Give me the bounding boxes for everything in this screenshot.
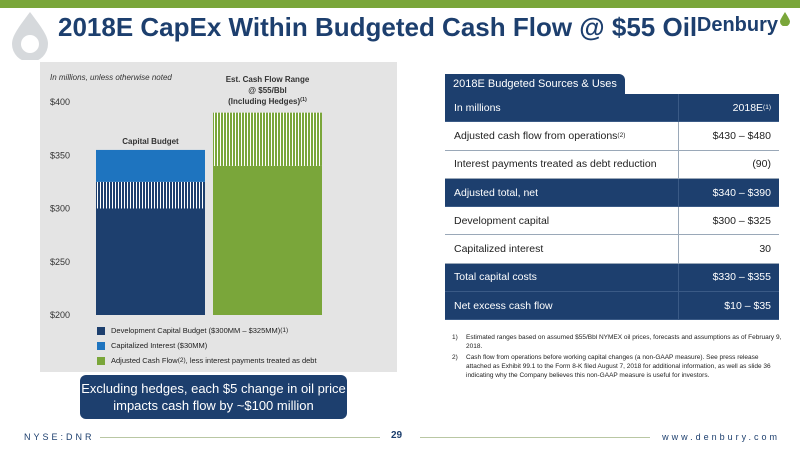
bar-label-cash-flow-range: Est. Cash Flow Range [226,75,310,84]
table-title-tab: 2018E Budgeted Sources & Uses [445,74,625,94]
legend-label: Development Capital Budget ($300MM – $32… [111,326,281,335]
bar-label-capital-budget: Capital Budget [122,137,179,146]
table-cell-label: Development capital [445,207,679,235]
legend-footnote-ref: (1) [280,327,289,334]
footnote-text: Estimated ranges based on assumed $55/Bb… [466,334,782,350]
row-value-text: $430 – $480 [712,129,771,142]
row-value-text: $10 – $35 [724,299,771,312]
legend-label: Capitalized Interest ($30MM) [111,341,208,350]
brand-logo-text: Denbury [696,14,778,36]
footnotes: 1) Estimated ranges based on assumed $55/… [452,333,782,382]
footnote-item: 2) Cash flow from operations before worki… [452,353,782,380]
capex-vs-cashflow-chart: $400 $350 $300 $250 $200 Capital Budget Est. … [50,75,322,320]
table-row: Net excess cash flow $10 – $35 [445,292,779,321]
legend-swatch-adj-cash-flow [97,356,105,365]
row-value-text: $300 – $325 [712,214,771,227]
website-footer: www.denbury.com [662,432,780,442]
y-tick-label: $300 [50,204,70,214]
table-cell-label: Adjusted cash flow from operations (2) [445,122,679,150]
row-value-text: $330 – $355 [712,271,771,284]
row-label-text: In millions [454,101,501,114]
bar-label-cash-flow-range: @ $55/Bbl [248,86,286,95]
table-row: Adjusted total, net $340 – $390 [445,178,779,208]
callout-line: impacts cash flow by ~$100 million [113,398,314,413]
table-cell-value: (90) [679,151,779,178]
row-label-text: Interest payments treated as debt reduct… [454,158,657,171]
table-cell-value: $340 – $390 [679,179,779,206]
table-cell-value: $330 – $355 [679,264,779,291]
legend-item-dev-capital: Development Capital Budget ($300MM – $32… [97,324,317,337]
row-value-text: 30 [759,243,771,256]
ticker-footer: NYSE:DNR [24,432,95,442]
y-tick-label: $250 [50,257,70,267]
bar-segment-dev_capital [96,181,205,209]
hedge-sensitivity-callout: Excluding hedges, each $5 change in oil … [80,375,347,419]
top-accent-bar [0,0,800,8]
page-number: 29 [391,430,403,441]
table-row: Development capital $300 – $325 [445,207,779,236]
bar-segment-cap_interest [96,149,205,182]
table-row: Capitalized interest 30 [445,235,779,264]
footnote-ref: (1) [763,104,771,112]
table-cell-label: Interest payments treated as debt reduct… [445,150,679,178]
legend-swatch-dev-capital [97,326,105,335]
bar-segment-adj_cash_flow [213,112,322,166]
legend-item-adj-cash-flow: Adjusted Cash Flow (2), less interest pay… [97,354,317,367]
legend-swatch-cap-interest [97,341,105,350]
sources-uses-table: In millions 2018E (1) Adjusted cash flow fr… [445,94,779,321]
table-cell-value: $300 – $325 [679,207,779,234]
callout-line: Excluding hedges, each $5 change in oil … [81,381,346,396]
footer-divider [420,437,650,438]
footnote-item: 1) Estimated ranges based on assumed $55/… [452,333,782,351]
y-tick-label: $350 [50,150,70,160]
bar-label-cash-flow-range: (Including Hedges)(1) [228,97,307,106]
brand-drop-icon [780,12,790,26]
legend-footnote-ref: (2) [177,357,186,364]
table-cell-value: 30 [679,235,779,262]
y-tick-label: $200 [50,310,70,320]
table-cell-label: In millions [445,94,679,122]
bar-label-footnote-ref: (1) [300,97,307,103]
footer-divider [100,437,380,438]
chart-unit-note: In millions, unless otherwise noted [50,73,172,82]
row-value-text: $340 – $390 [712,186,771,199]
footnote-number: 1) [452,334,458,341]
table-cell-label: Total capital costs [445,263,679,292]
footnote-ref: (2) [617,132,626,140]
slide-title: 2018E CapEx Within Budgeted Cash Flow @ … [58,12,698,42]
footnote-text: Cash flow from operations before working… [466,354,771,379]
row-label-text: Adjusted cash flow from operations [454,129,618,142]
bar-segment-dev_capital [96,208,205,315]
row-label-text: Development capital [454,214,550,227]
bar-segment-adj_cash_flow [213,165,322,315]
chart-legend: Development Capital Budget ($300MM – $32… [97,324,317,369]
table-row: Total capital costs $330 – $355 [445,263,779,293]
table-cell-label: Net excess cash flow [445,292,679,320]
legend-label: Adjusted Cash Flow [111,356,178,365]
row-value-text: (90) [752,158,771,171]
denbury-drop-watermark-icon [12,12,48,60]
footnote-number: 2) [452,354,458,361]
table-cell-value: $10 – $35 [679,292,779,319]
table-row: Interest payments treated as debt reduct… [445,150,779,179]
row-value-text: 2018E [732,101,764,114]
table-row: In millions 2018E (1) [445,94,779,123]
row-label-text: Net excess cash flow [454,299,553,312]
table-cell-label: Capitalized interest [445,235,679,263]
table-cell-label: Adjusted total, net [445,178,679,207]
y-tick-label: $400 [50,97,70,107]
legend-label-suffix: , less interest payments treated as debt [185,356,317,365]
legend-item-cap-interest: Capitalized Interest ($30MM) [97,339,317,352]
row-label-text: Capitalized interest [454,243,544,256]
table-cell-value: $430 – $480 [679,122,779,149]
table-row: Adjusted cash flow from operations (2) $43… [445,122,779,151]
table-cell-value: 2018E (1) [679,94,779,121]
row-label-text: Total capital costs [454,271,537,284]
row-label-text: Adjusted total, net [454,186,539,199]
